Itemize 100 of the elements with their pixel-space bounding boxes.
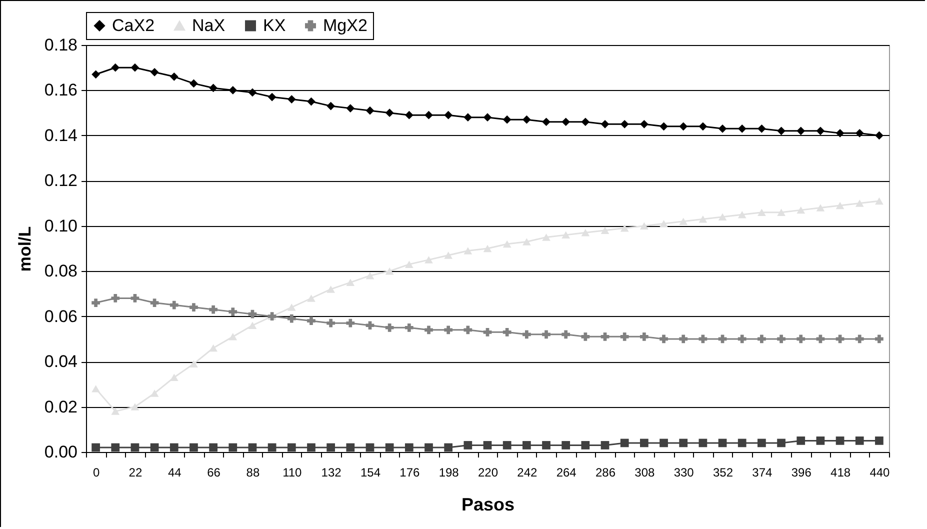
point	[464, 113, 472, 122]
point	[307, 316, 316, 326]
x-tick-label: 396	[791, 466, 812, 480]
point	[679, 122, 688, 131]
point	[424, 326, 433, 334]
point	[777, 438, 786, 448]
x-tick-label: 286	[595, 466, 616, 480]
point	[522, 115, 531, 124]
point	[346, 278, 355, 286]
y-tick-label: 0.02	[44, 397, 78, 416]
point	[228, 443, 238, 452]
legend-label: MgX2	[323, 16, 368, 35]
x-tick-label: 352	[713, 466, 734, 480]
x-tick-label: 176	[400, 466, 420, 480]
x-tick-label: 0	[92, 466, 100, 480]
point	[758, 208, 766, 216]
y-tick-label: 0.06	[44, 306, 78, 326]
x-tick-label: 132	[321, 466, 342, 480]
point	[875, 334, 884, 344]
point	[464, 247, 472, 254]
point	[718, 438, 727, 448]
point	[346, 104, 355, 112]
point	[796, 334, 806, 344]
point	[542, 234, 550, 241]
point	[855, 436, 864, 445]
point	[758, 124, 766, 133]
y-axis-title: mol/L	[15, 226, 34, 272]
point	[385, 108, 394, 118]
point	[777, 208, 786, 216]
point	[209, 84, 218, 92]
point	[444, 252, 453, 259]
point	[130, 403, 140, 410]
x-tick-label: 110	[282, 466, 302, 480]
point	[92, 443, 100, 452]
point	[111, 63, 120, 72]
point	[620, 332, 629, 341]
point	[562, 118, 570, 126]
point	[600, 332, 610, 341]
point	[777, 126, 786, 136]
point	[92, 385, 100, 392]
x-tick-label: 264	[556, 466, 577, 480]
point	[209, 344, 218, 352]
point	[424, 110, 433, 120]
point	[600, 441, 610, 450]
point	[836, 436, 844, 445]
point	[248, 310, 257, 318]
x-tick-label: 374	[752, 466, 773, 480]
point	[581, 229, 590, 236]
x-tick-label: 418	[830, 466, 851, 480]
point	[738, 210, 746, 218]
point	[502, 115, 512, 124]
y-tick-label: 0.12	[44, 171, 78, 190]
point	[640, 438, 648, 448]
point	[366, 321, 374, 330]
point	[346, 318, 355, 328]
x-tick-label: 66	[207, 466, 221, 480]
point	[738, 124, 746, 133]
point	[248, 322, 257, 329]
point	[718, 213, 727, 220]
point	[620, 438, 629, 448]
point	[698, 215, 708, 223]
point	[483, 328, 492, 336]
point	[718, 124, 727, 133]
point	[111, 294, 120, 302]
x-tick-label: 198	[438, 466, 460, 480]
point	[248, 88, 257, 97]
point	[385, 443, 394, 452]
point	[287, 304, 296, 311]
point	[228, 333, 238, 340]
point	[92, 70, 100, 79]
point	[228, 86, 238, 94]
point	[542, 118, 550, 126]
point	[92, 298, 100, 307]
point	[404, 260, 414, 268]
point	[287, 95, 296, 104]
point	[816, 126, 825, 136]
legend-label: KX	[263, 16, 286, 35]
x-tick-label: 242	[517, 466, 538, 480]
point	[640, 120, 648, 128]
legend-label: NaX	[192, 16, 226, 35]
point	[444, 110, 453, 120]
point	[444, 326, 453, 334]
point	[562, 231, 570, 239]
point	[190, 443, 198, 452]
point	[620, 120, 629, 128]
point	[758, 334, 766, 344]
x-tick-label: 88	[246, 466, 260, 480]
point	[679, 218, 688, 225]
x-tick-label: 440	[870, 466, 890, 480]
x-tick-label: 330	[674, 466, 694, 480]
point	[679, 438, 688, 448]
y-tick-label: 0.04	[44, 352, 78, 372]
point	[875, 131, 884, 140]
point	[150, 68, 159, 76]
y-tick-label: 0.00	[44, 442, 78, 462]
y-tick-label: 0.10	[44, 216, 78, 236]
point	[522, 441, 531, 450]
y-tick-label: 0.14	[44, 126, 78, 145]
point	[424, 256, 433, 264]
point	[170, 443, 178, 452]
